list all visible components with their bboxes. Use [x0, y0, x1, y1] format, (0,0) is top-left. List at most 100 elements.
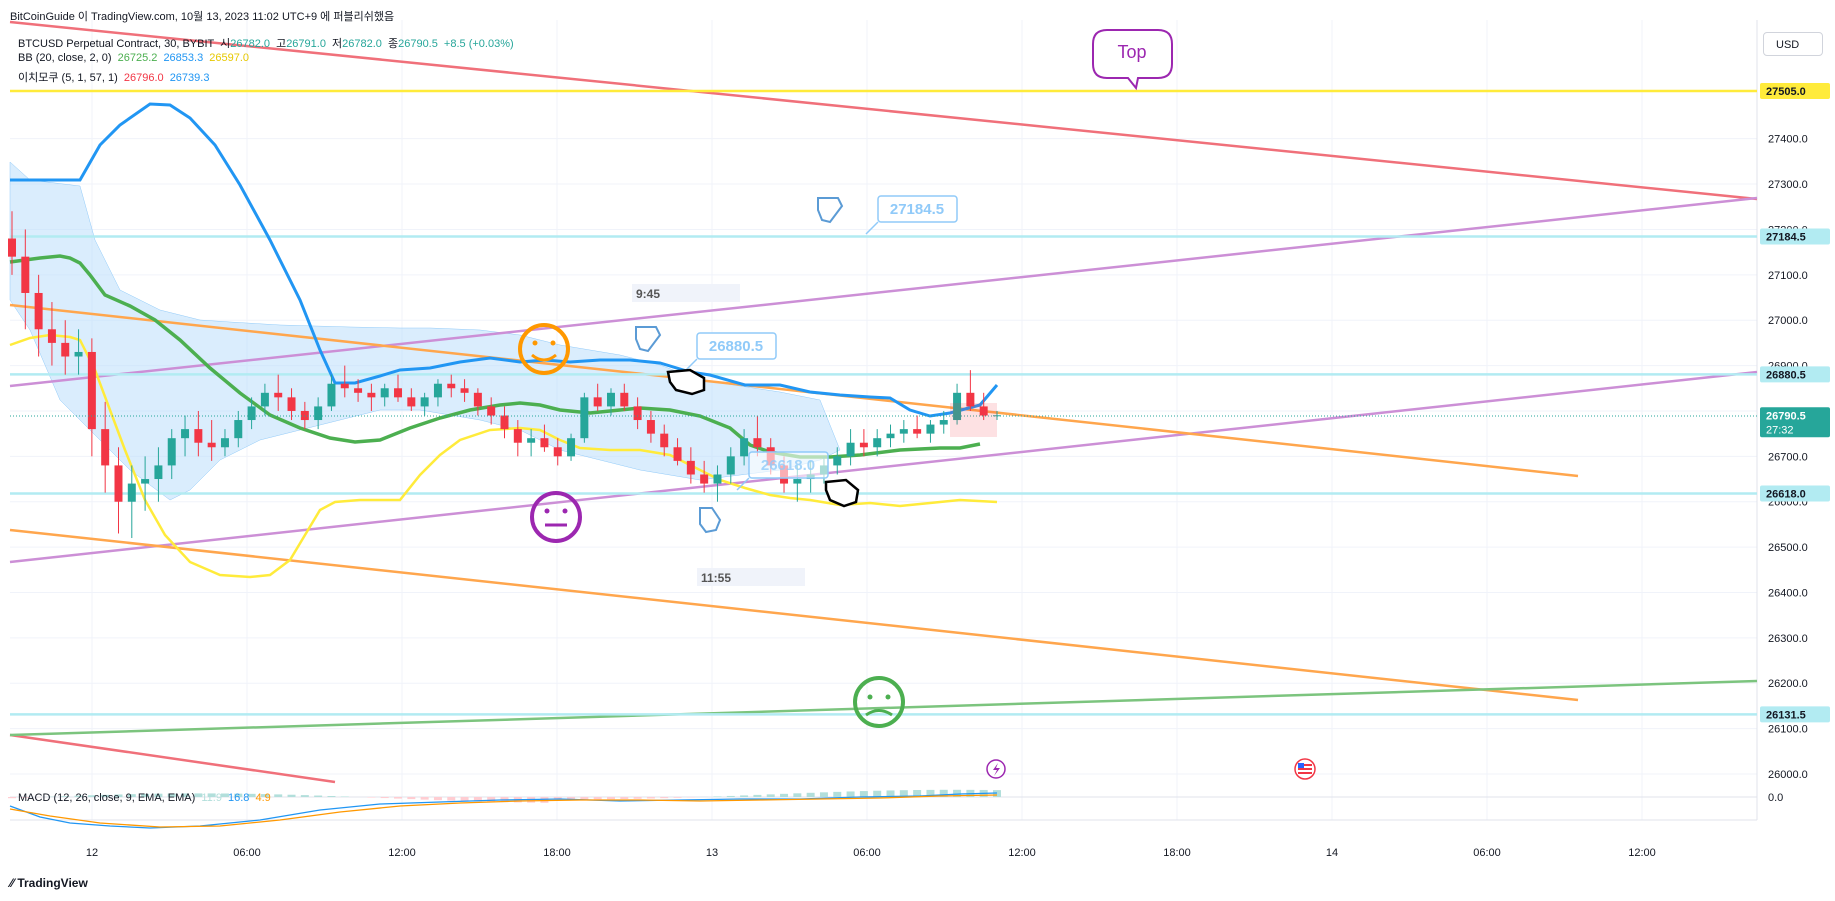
- candle: [540, 424, 549, 452]
- chart-grid: [10, 20, 1757, 820]
- candle: [394, 374, 403, 402]
- hand-pointer-icon[interactable]: [635, 326, 662, 353]
- macd-line: [9, 792, 998, 829]
- callout-27184[interactable]: 27184.5: [865, 195, 958, 235]
- macd-bar: [833, 791, 842, 797]
- macd-bar: [913, 790, 922, 797]
- lightning-event-icon[interactable]: [986, 759, 1006, 779]
- macd-bar: [260, 794, 269, 797]
- orange-trendline-upper[interactable]: [9, 303, 1579, 478]
- macd-line-value: 16.8: [228, 792, 250, 804]
- time-tick-label: 18:00: [1163, 847, 1191, 859]
- bollinger-lower-band: [9, 333, 998, 579]
- candle: [886, 424, 895, 448]
- macd-bar: [473, 797, 482, 802]
- macd-bar: [114, 794, 123, 797]
- macd-legend[interactable]: MACD (12, 26, close, 9, EMA, EMA) 11.9 1…: [18, 792, 271, 804]
- currency-button[interactable]: USD: [1763, 32, 1823, 56]
- candle: [700, 460, 709, 493]
- hand-pointer-icon[interactable]: [699, 507, 722, 534]
- macd-bar: [806, 792, 815, 797]
- hand-pointer-icon[interactable]: [817, 197, 844, 224]
- macd-bar: [367, 797, 376, 798]
- time-tick-label: 13: [706, 847, 718, 859]
- macd-bar: [314, 795, 323, 797]
- symbol-legend[interactable]: BTCUSD Perpetual Contract, 30, BYBIT 시26…: [18, 35, 514, 51]
- candle: [181, 415, 190, 457]
- candle: [420, 392, 429, 416]
- candle: [407, 388, 416, 411]
- time-note-945[interactable]: 9:45: [632, 284, 740, 302]
- bb-lower-value: 26597.0: [209, 52, 250, 64]
- ichimoku-value-1: 26796.0: [123, 72, 164, 84]
- hand-pointer-black-icon[interactable]: [824, 478, 860, 508]
- time-note-1155-text: 11:55: [701, 571, 731, 585]
- top-speech-bubble[interactable]: Top: [1092, 29, 1173, 91]
- ichimoku-legend[interactable]: 이치모쿠 (5, 1, 57, 1) 26796.0 26739.3: [18, 69, 209, 85]
- candle: [500, 406, 509, 439]
- macd-bar: [101, 794, 110, 797]
- candle: [567, 433, 576, 461]
- orange-trendline-lower[interactable]: [9, 528, 1579, 702]
- callout-26618[interactable]: 26618.0: [736, 451, 829, 491]
- price-tag-value: 26618.0: [1766, 489, 1806, 501]
- macd-bar: [553, 797, 562, 800]
- macd-bar: [793, 793, 802, 797]
- callout-26880[interactable]: 26880.5: [684, 332, 777, 372]
- time-note-1155[interactable]: 11:55: [697, 568, 805, 586]
- candle: [154, 447, 163, 502]
- macd-bar: [673, 797, 682, 798]
- candle: [713, 465, 722, 502]
- us-flag-event-icon[interactable]: [1294, 758, 1316, 780]
- candle: [34, 274, 43, 357]
- macd-bar: [327, 796, 336, 797]
- price-tag-value: 27505.0: [1766, 86, 1806, 98]
- candle: [21, 229, 30, 330]
- bb-legend[interactable]: BB (20, close, 2, 0) 26725.2 26853.3 265…: [18, 52, 249, 64]
- callout-26618-pointer: [736, 477, 750, 491]
- macd-bar: [899, 790, 908, 797]
- macd-bar: [181, 793, 190, 797]
- ichimoku-cloud: [9, 161, 841, 501]
- ohlc-high: 고26791.0: [276, 38, 326, 50]
- candle: [899, 420, 908, 443]
- macd-bar: [460, 797, 469, 802]
- candle: [646, 410, 655, 443]
- candle: [274, 374, 283, 411]
- candle: [487, 397, 496, 425]
- macd-bar: [580, 797, 589, 800]
- callout-26880-pointer: [684, 358, 698, 372]
- macd-bar: [220, 793, 229, 797]
- red-trendline-top[interactable]: [9, 20, 1758, 201]
- smiley-neutral-icon[interactable]: [530, 491, 582, 543]
- candle: [141, 456, 150, 511]
- macd-bar: [646, 797, 655, 799]
- macd-bar: [8, 797, 16, 799]
- candle: [74, 329, 83, 375]
- tradingview-logo[interactable]: ⁄⁄ TradingView: [10, 876, 88, 890]
- macd-bar: [886, 790, 895, 797]
- price-axis[interactable]: 26000.0 26100.0 26200.0 26300.0 26400.0 26500…: [1768, 134, 1808, 804]
- candle: [194, 410, 203, 457]
- hand-pointer-black-icon[interactable]: [666, 368, 706, 396]
- smiley-sad-icon[interactable]: [853, 676, 905, 728]
- candle: [114, 447, 123, 534]
- smiley-happy-icon[interactable]: [518, 323, 570, 375]
- macd-bar: [873, 790, 882, 797]
- price-tick-label: 26200.0: [1768, 678, 1808, 690]
- red-trendline-bottom[interactable]: [9, 733, 336, 784]
- purple-channel-lower[interactable]: [9, 370, 1758, 564]
- macd-bar: [726, 795, 735, 797]
- candle: [673, 438, 682, 466]
- candle: [633, 397, 642, 430]
- green-trendline[interactable]: [9, 679, 1758, 737]
- candle: [433, 379, 442, 407]
- price-tag: 27505.0: [1760, 83, 1830, 100]
- time-tick-label: 12:00: [388, 847, 416, 859]
- time-tick-label: 12:00: [1628, 847, 1656, 859]
- purple-channel-upper[interactable]: [9, 196, 1758, 388]
- macd-bar: [620, 797, 629, 800]
- time-axis[interactable]: 12 06:00 12:00 18:00 13 06:00 12:00 18:00 14 06:0…: [86, 847, 1656, 859]
- candle: [314, 397, 323, 430]
